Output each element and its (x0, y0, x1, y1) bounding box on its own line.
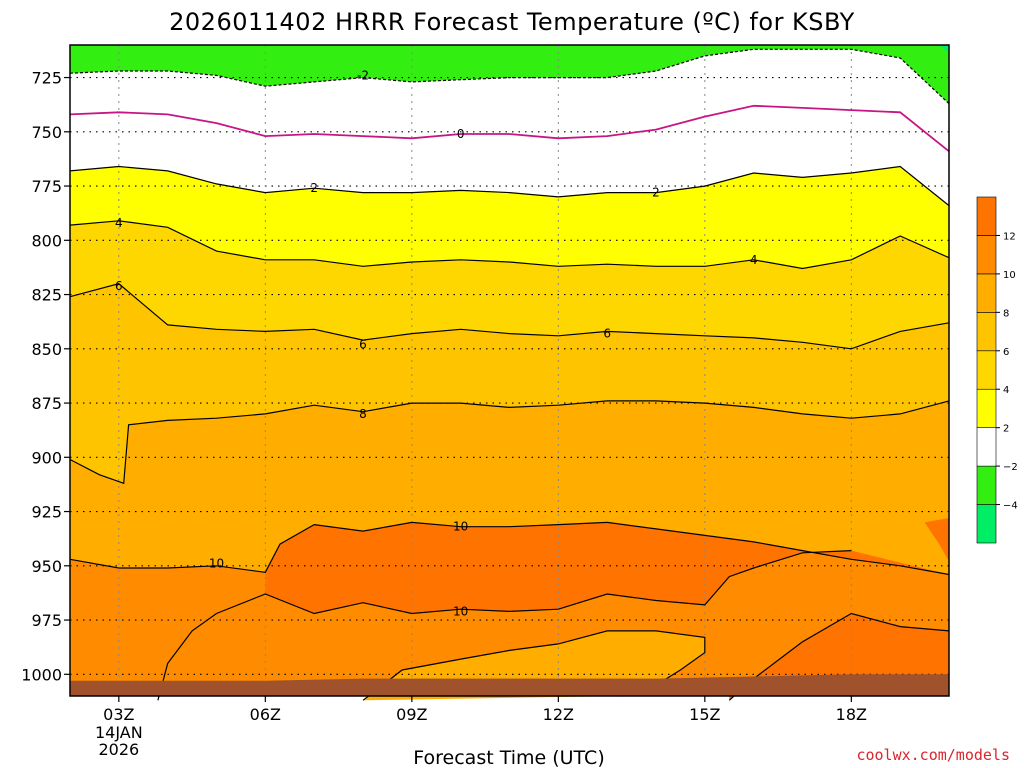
colorbar-tick-label: 8 (1003, 308, 1009, 319)
colorbar-swatch (976, 388, 997, 428)
y-tick-label: 950 (31, 557, 62, 576)
colorbar-swatch (976, 196, 997, 236)
band-2-4 (70, 166, 949, 269)
colorbar-tick-label: −4 (1003, 501, 1018, 512)
y-tick-label: 825 (31, 286, 62, 305)
contour-line-10 (69, 521, 950, 576)
contour-label: 4 (750, 253, 758, 267)
contours: -2 0 2 2 4 4 6 6 6 8 10 10 10 (69, 48, 950, 701)
chart-title: 2026011402 HRRR Forecast Temperature (ºC… (169, 8, 855, 36)
x-tick-label: 09Z (396, 705, 427, 724)
colorbar-tick-label: −2 (1003, 462, 1018, 473)
y-tick-label: 850 (31, 340, 62, 359)
colorbar-tick-label: 2 (1003, 424, 1009, 435)
ground (70, 674, 949, 696)
colorbar-tick-label: 10 (1003, 270, 1016, 281)
contour-label: 6 (359, 337, 367, 351)
band-m2-0 (70, 49, 949, 152)
contour-line-8 (69, 400, 950, 485)
y-tick-label: 900 (31, 448, 62, 467)
colorbar-swatch (976, 427, 997, 467)
contour-label: 10 (453, 520, 468, 534)
colorbar-tick-label: 6 (1003, 347, 1009, 358)
x-axis-title: Forecast Time (UTC) (413, 747, 604, 768)
band-above-10-right (924, 518, 949, 562)
band-below-m4 (939, 45, 949, 53)
x-tick-label: 06Z (250, 705, 281, 724)
band-above-10-core (265, 522, 949, 614)
temperature-fill (70, 45, 949, 701)
band-0-2 (70, 105, 949, 206)
contour-line-4 (69, 220, 950, 270)
colorbar-tick-label: 4 (1003, 385, 1009, 396)
colorbar-swatch (976, 235, 997, 275)
contour-line-6 (69, 283, 950, 350)
contour-line-m2 (69, 48, 950, 105)
band-6-8 (70, 283, 949, 484)
credit-link[interactable]: coolwx.com/models (856, 746, 1010, 764)
y-tick-label: 800 (31, 231, 62, 250)
y-axis: 725 750 775 800 825 850 875 900 925 950 975 1000 (21, 69, 70, 684)
contour-label: 2 (310, 181, 318, 195)
x-tick-year: 2026 (98, 740, 139, 759)
contour-line-0 (69, 104, 950, 153)
y-tick-label: 875 (31, 394, 62, 413)
contour-label: 6 (115, 279, 123, 293)
y-tick-label: 750 (31, 123, 62, 142)
y-tick-label: 725 (31, 69, 62, 88)
band-4-6 (70, 220, 949, 349)
band-m4-m2 (70, 45, 949, 104)
colorbar-swatch (976, 312, 997, 352)
contour-label: 8 (359, 407, 367, 421)
contour-label: 10 (453, 604, 468, 618)
x-tick-label: 15Z (689, 705, 720, 724)
plot-frame (69, 44, 950, 697)
contour-label: 10 (209, 557, 224, 571)
y-tick-label: 1000 (21, 665, 62, 684)
colorbar: −4 −2 2 4 6 8 10 12 (976, 196, 1018, 544)
contour-label: 0 (457, 127, 465, 141)
x-tick-date: 14JAN (95, 723, 143, 742)
contour-label: 4 (115, 216, 123, 230)
contour-label: 2 (652, 186, 660, 200)
colorbar-tick-label: 12 (1003, 231, 1016, 242)
y-tick-label: 975 (31, 611, 62, 630)
contour-line-2 (69, 165, 950, 207)
contour-label: 6 (603, 327, 611, 341)
x-tick-label: 12Z (543, 705, 574, 724)
contour-line-10 (157, 550, 852, 701)
x-tick-label: 18Z (836, 705, 867, 724)
contour-label: -2 (357, 68, 369, 82)
colorbar-swatch (976, 273, 997, 313)
x-tick-label: 03Z (103, 705, 134, 724)
ground-fill (70, 674, 949, 696)
band-8-10 (70, 400, 949, 575)
contour-line-12 (362, 630, 706, 701)
colorbar-swatch (976, 465, 997, 505)
y-tick-label: 775 (31, 177, 62, 196)
colorbar-swatch (976, 350, 997, 390)
band-10-12-lower (157, 550, 949, 701)
y-tick-label: 925 (31, 503, 62, 522)
colorbar-swatch (976, 504, 997, 544)
